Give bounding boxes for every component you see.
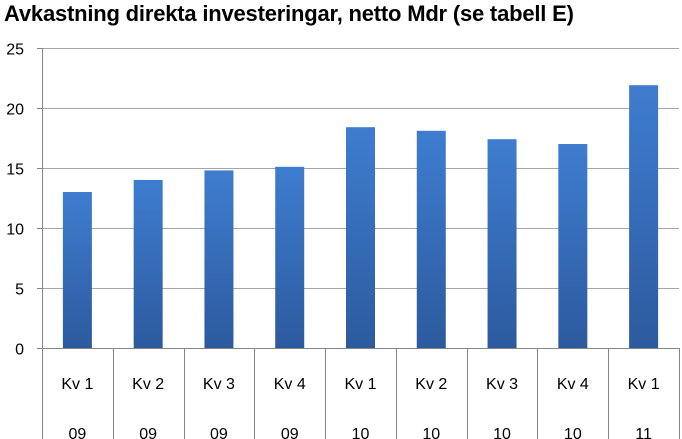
x-category-year-label: 10 <box>564 426 582 439</box>
x-category-quarter-label: Kv 1 <box>628 376 660 393</box>
bar <box>416 130 446 348</box>
x-category-year-label: 10 <box>493 426 511 439</box>
bar <box>558 144 588 348</box>
y-tick-label: 20 <box>6 102 24 119</box>
bar <box>204 170 234 348</box>
x-category-quarter-label: Kv 2 <box>132 376 164 393</box>
bar <box>62 192 92 348</box>
x-category-year-label: 09 <box>281 426 299 439</box>
y-tick-label: 15 <box>6 162 24 179</box>
x-category-quarter-label: Kv 1 <box>61 376 93 393</box>
bar <box>133 180 163 348</box>
x-category-year-label: 09 <box>210 426 228 439</box>
x-category-quarter-label: Kv 4 <box>274 376 306 393</box>
x-category-year-label: 09 <box>68 426 86 439</box>
bar <box>346 127 375 348</box>
y-axis-tick-labels: 0 5 10 15 20 25 <box>6 42 24 359</box>
bar <box>275 166 305 348</box>
x-category-year-label: 11 <box>635 426 652 439</box>
y-tick-label: 5 <box>15 282 24 299</box>
x-category-year-label: 10 <box>352 426 370 439</box>
bar <box>629 85 659 348</box>
x-category-quarter-label: Kv 3 <box>203 376 235 393</box>
axes <box>42 48 680 439</box>
x-category-quarter-label: Kv 2 <box>415 376 447 393</box>
bar <box>487 139 517 348</box>
x-category-year-label: 10 <box>422 426 440 439</box>
x-category-year-label: 09 <box>139 426 157 439</box>
bars <box>62 85 659 348</box>
x-category-quarter-label: Kv 1 <box>344 376 376 393</box>
x-category-quarter-label: Kv 3 <box>486 376 518 393</box>
x-category-quarter-label: Kv 4 <box>557 376 589 393</box>
x-axis-category-labels: Kv 1 09 Kv 2 09 Kv 3 09 Kv 4 09 Kv 1 10 Kv 2 10 Kv 3… <box>61 376 659 439</box>
y-tick-label: 0 <box>15 342 24 359</box>
y-tick-label: 10 <box>6 222 24 239</box>
chart-title: Avkastning direkta investeringar, netto … <box>4 1 574 26</box>
y-tick-label: 25 <box>6 42 24 59</box>
